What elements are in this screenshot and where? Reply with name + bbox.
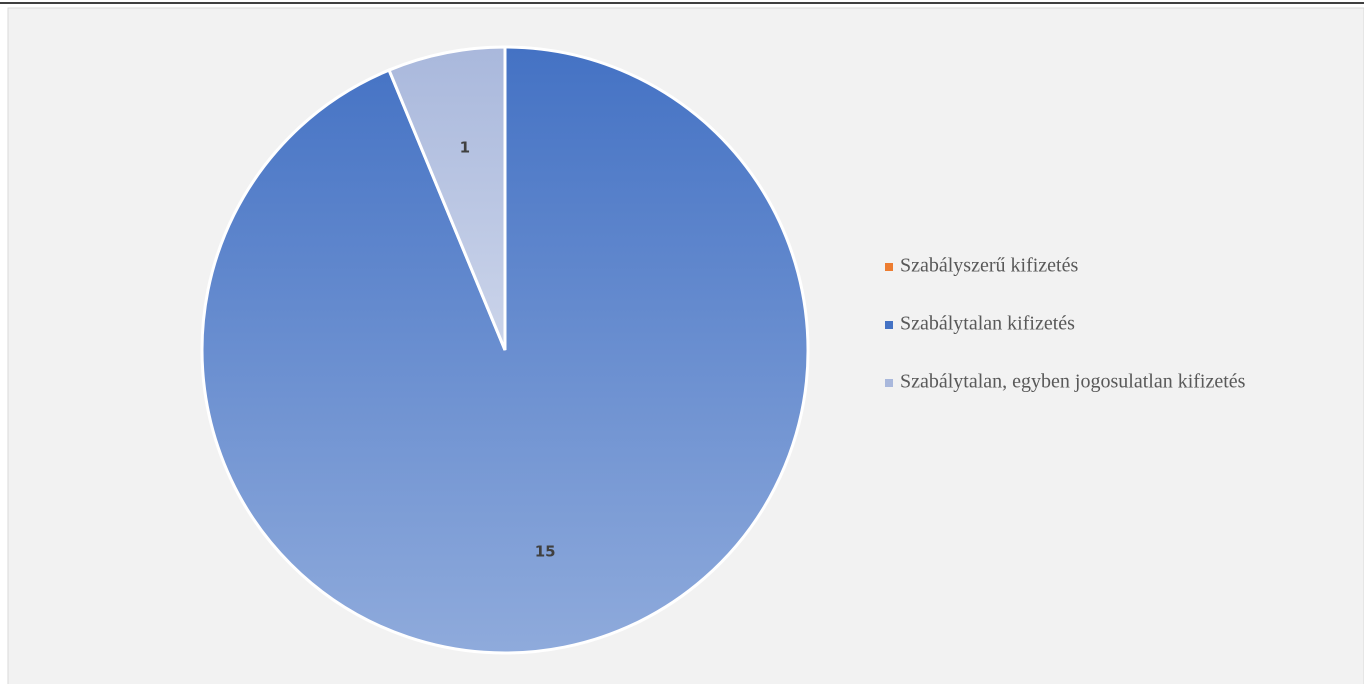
legend-label: Szabálytalan, egyben jogosulatlan kifize… bbox=[900, 371, 1246, 393]
legend-label: Szabálytalan kifizetés bbox=[900, 313, 1075, 335]
pie-slice bbox=[387, 45, 507, 351]
legend-swatch bbox=[885, 379, 893, 387]
legend-swatch bbox=[885, 321, 893, 329]
legend-swatch bbox=[885, 263, 893, 271]
data-label: 1 bbox=[460, 138, 470, 156]
data-label: 15 bbox=[535, 543, 556, 561]
legend-label: Szabályszerű kifizetés bbox=[900, 255, 1078, 277]
